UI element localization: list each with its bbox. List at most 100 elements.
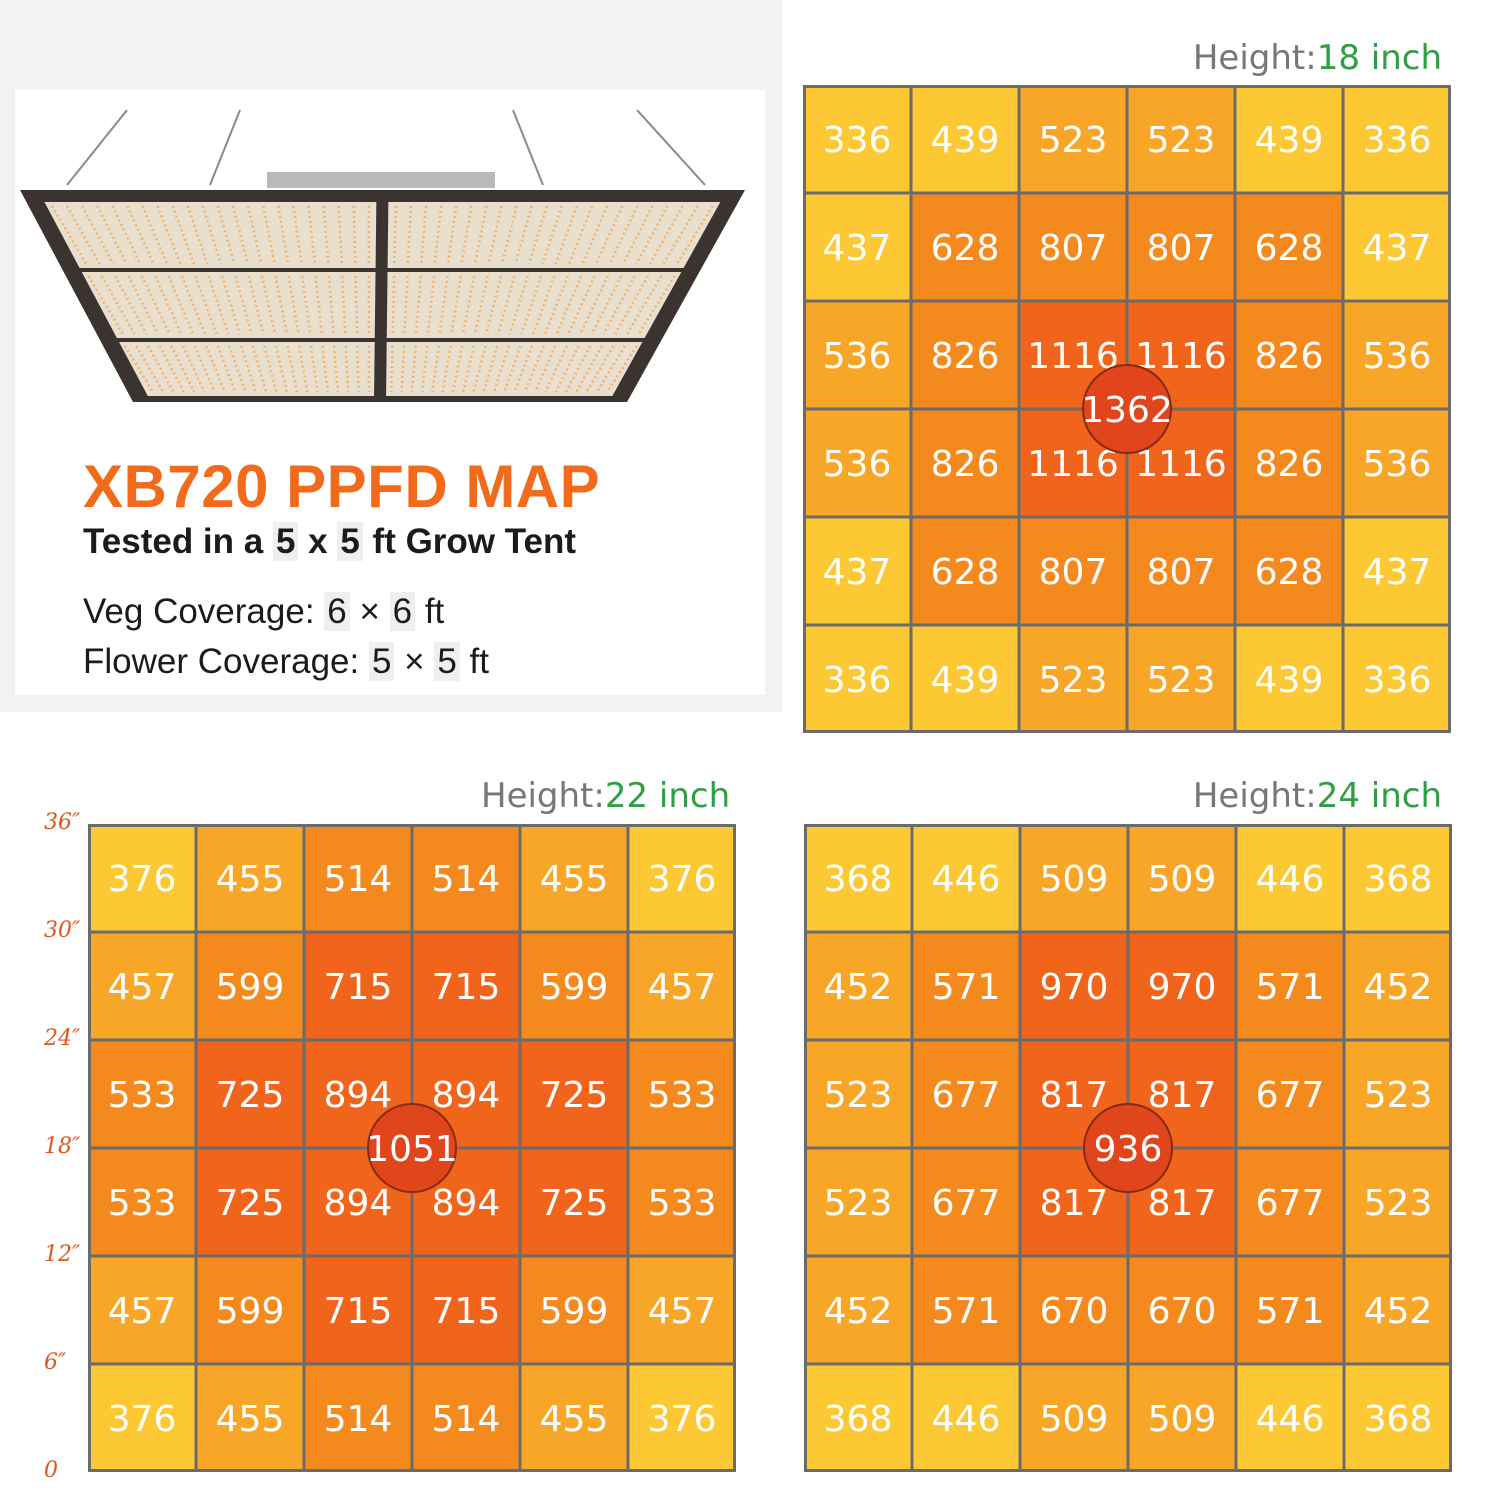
ppfd-value: 439 (931, 120, 1000, 161)
ppfd-value: 509 (1148, 1399, 1217, 1440)
y-tick-label: 30″ (44, 918, 81, 943)
ppfd-cell (410, 1362, 522, 1472)
led-strip (568, 205, 594, 265)
ppfd-value: 536 (1363, 336, 1432, 377)
ppfd-value: 677 (1256, 1183, 1325, 1224)
ppfd-value: 452 (1364, 967, 1433, 1008)
ppfd-value: 894 (432, 1183, 501, 1224)
ppfd-value: 571 (1256, 1291, 1325, 1332)
ppfd-value: 571 (932, 967, 1001, 1008)
ppfd-cell (194, 1362, 306, 1472)
ppfd-value: 376 (108, 859, 177, 900)
ppfd-cell (1233, 515, 1345, 627)
led-strip (111, 205, 142, 265)
ppfd-cell (803, 623, 913, 733)
ppfd-value: 457 (108, 1291, 177, 1332)
ppfd-cell (194, 1038, 306, 1150)
ppfd-cell (910, 1254, 1022, 1366)
ppfd-cell (1233, 299, 1345, 411)
led-strip (123, 345, 155, 393)
ppfd-cell (1342, 824, 1452, 934)
y-tick-label: 18″ (44, 1134, 81, 1159)
ppfd-cell (194, 1254, 306, 1366)
led-strip (527, 205, 548, 265)
ppfd-value: 368 (1364, 859, 1433, 900)
led-grow-light-image (20, 109, 745, 402)
y-tick-label: 0 (44, 1458, 58, 1483)
ppfd-value: 670 (1040, 1291, 1109, 1332)
ppfd-value: 455 (540, 859, 609, 900)
ppfd-value: 817 (1148, 1075, 1217, 1116)
ppfd-value: 439 (931, 660, 1000, 701)
ppfd-cell (626, 930, 736, 1042)
ppfd-value: 514 (324, 1399, 393, 1440)
ppfd-value: 533 (108, 1183, 177, 1224)
ppfd-value: 533 (648, 1075, 717, 1116)
ppfd-value: 437 (823, 228, 892, 269)
led-strip (65, 205, 101, 265)
led-strip (181, 345, 206, 393)
led-strip (193, 345, 216, 393)
ppfd-value: 536 (823, 444, 892, 485)
led-strip (590, 275, 623, 335)
led-strip (156, 205, 182, 265)
ppfd-value: 970 (1148, 967, 1217, 1008)
ppfd-cell (302, 1254, 414, 1366)
ppfd-cell (1341, 623, 1451, 733)
led-strip (602, 275, 636, 335)
led-strip (96, 205, 128, 265)
ppfd-value: 437 (823, 552, 892, 593)
ppfd-value: 439 (1255, 120, 1324, 161)
ppfd-map-18-inch: 336 439 523 523 439 336 437 628 807 807 628 437 536 8… (803, 85, 1451, 733)
ppfd-value: 336 (823, 120, 892, 161)
led-strip (554, 205, 579, 265)
ppfd-cell (1126, 824, 1238, 934)
led-strip (228, 345, 247, 393)
led-strip (662, 205, 699, 265)
ppfd-value: 536 (1363, 444, 1432, 485)
ppfd-cell (518, 1362, 630, 1472)
ppfd-cell (410, 1254, 522, 1366)
led-strip (158, 345, 185, 393)
ppfd-value: 715 (432, 1291, 501, 1332)
ppfd-value: 1116 (1135, 336, 1227, 377)
ppfd-value: 446 (932, 859, 1001, 900)
ppfd-value: 523 (824, 1183, 893, 1224)
led-strip (171, 205, 196, 265)
ppfd-value: 536 (823, 336, 892, 377)
ppfd-cell (194, 1146, 306, 1258)
ppfd-value: 677 (1256, 1075, 1325, 1116)
ppfd-value: 514 (324, 859, 393, 900)
ppfd-cell (1018, 1362, 1130, 1472)
ppfd-cell (302, 1362, 414, 1472)
led-strip (81, 205, 115, 265)
ppfd-value: 523 (1039, 660, 1108, 701)
led-strip (648, 205, 684, 265)
ppfd-cell (1342, 1362, 1452, 1472)
led-strip (579, 275, 610, 335)
ppfd-value: 894 (432, 1075, 501, 1116)
ppfd-value: 533 (108, 1075, 177, 1116)
led-strip (532, 275, 556, 335)
led-strip (595, 345, 627, 393)
peak-marker (1083, 1103, 1173, 1193)
ppfd-cell (626, 1254, 736, 1366)
ppfd-value: 715 (324, 967, 393, 1008)
ppfd-cell (1234, 1254, 1346, 1366)
ppfd-grid-24-inch: 368 446 509 509 446 368 452 571 970 970 571 452 523 6… (804, 824, 1452, 1472)
led-strip (496, 275, 516, 335)
ppfd-cell (804, 930, 914, 1042)
ppfd-value: 715 (432, 967, 501, 1008)
led-strip (234, 275, 253, 335)
led-strip (180, 275, 206, 335)
led-strip (625, 275, 663, 335)
ppfd-value: 368 (1364, 1399, 1433, 1440)
height-label-18: Height:18 inch (1192, 38, 1442, 78)
led-board (119, 342, 375, 396)
led-strip (543, 275, 569, 335)
ppfd-value: 523 (1039, 120, 1108, 161)
ppfd-value: 599 (540, 967, 609, 1008)
peak-marker (367, 1103, 457, 1193)
led-board (387, 202, 721, 268)
height-label-24: Height:24 inch (1192, 776, 1442, 816)
